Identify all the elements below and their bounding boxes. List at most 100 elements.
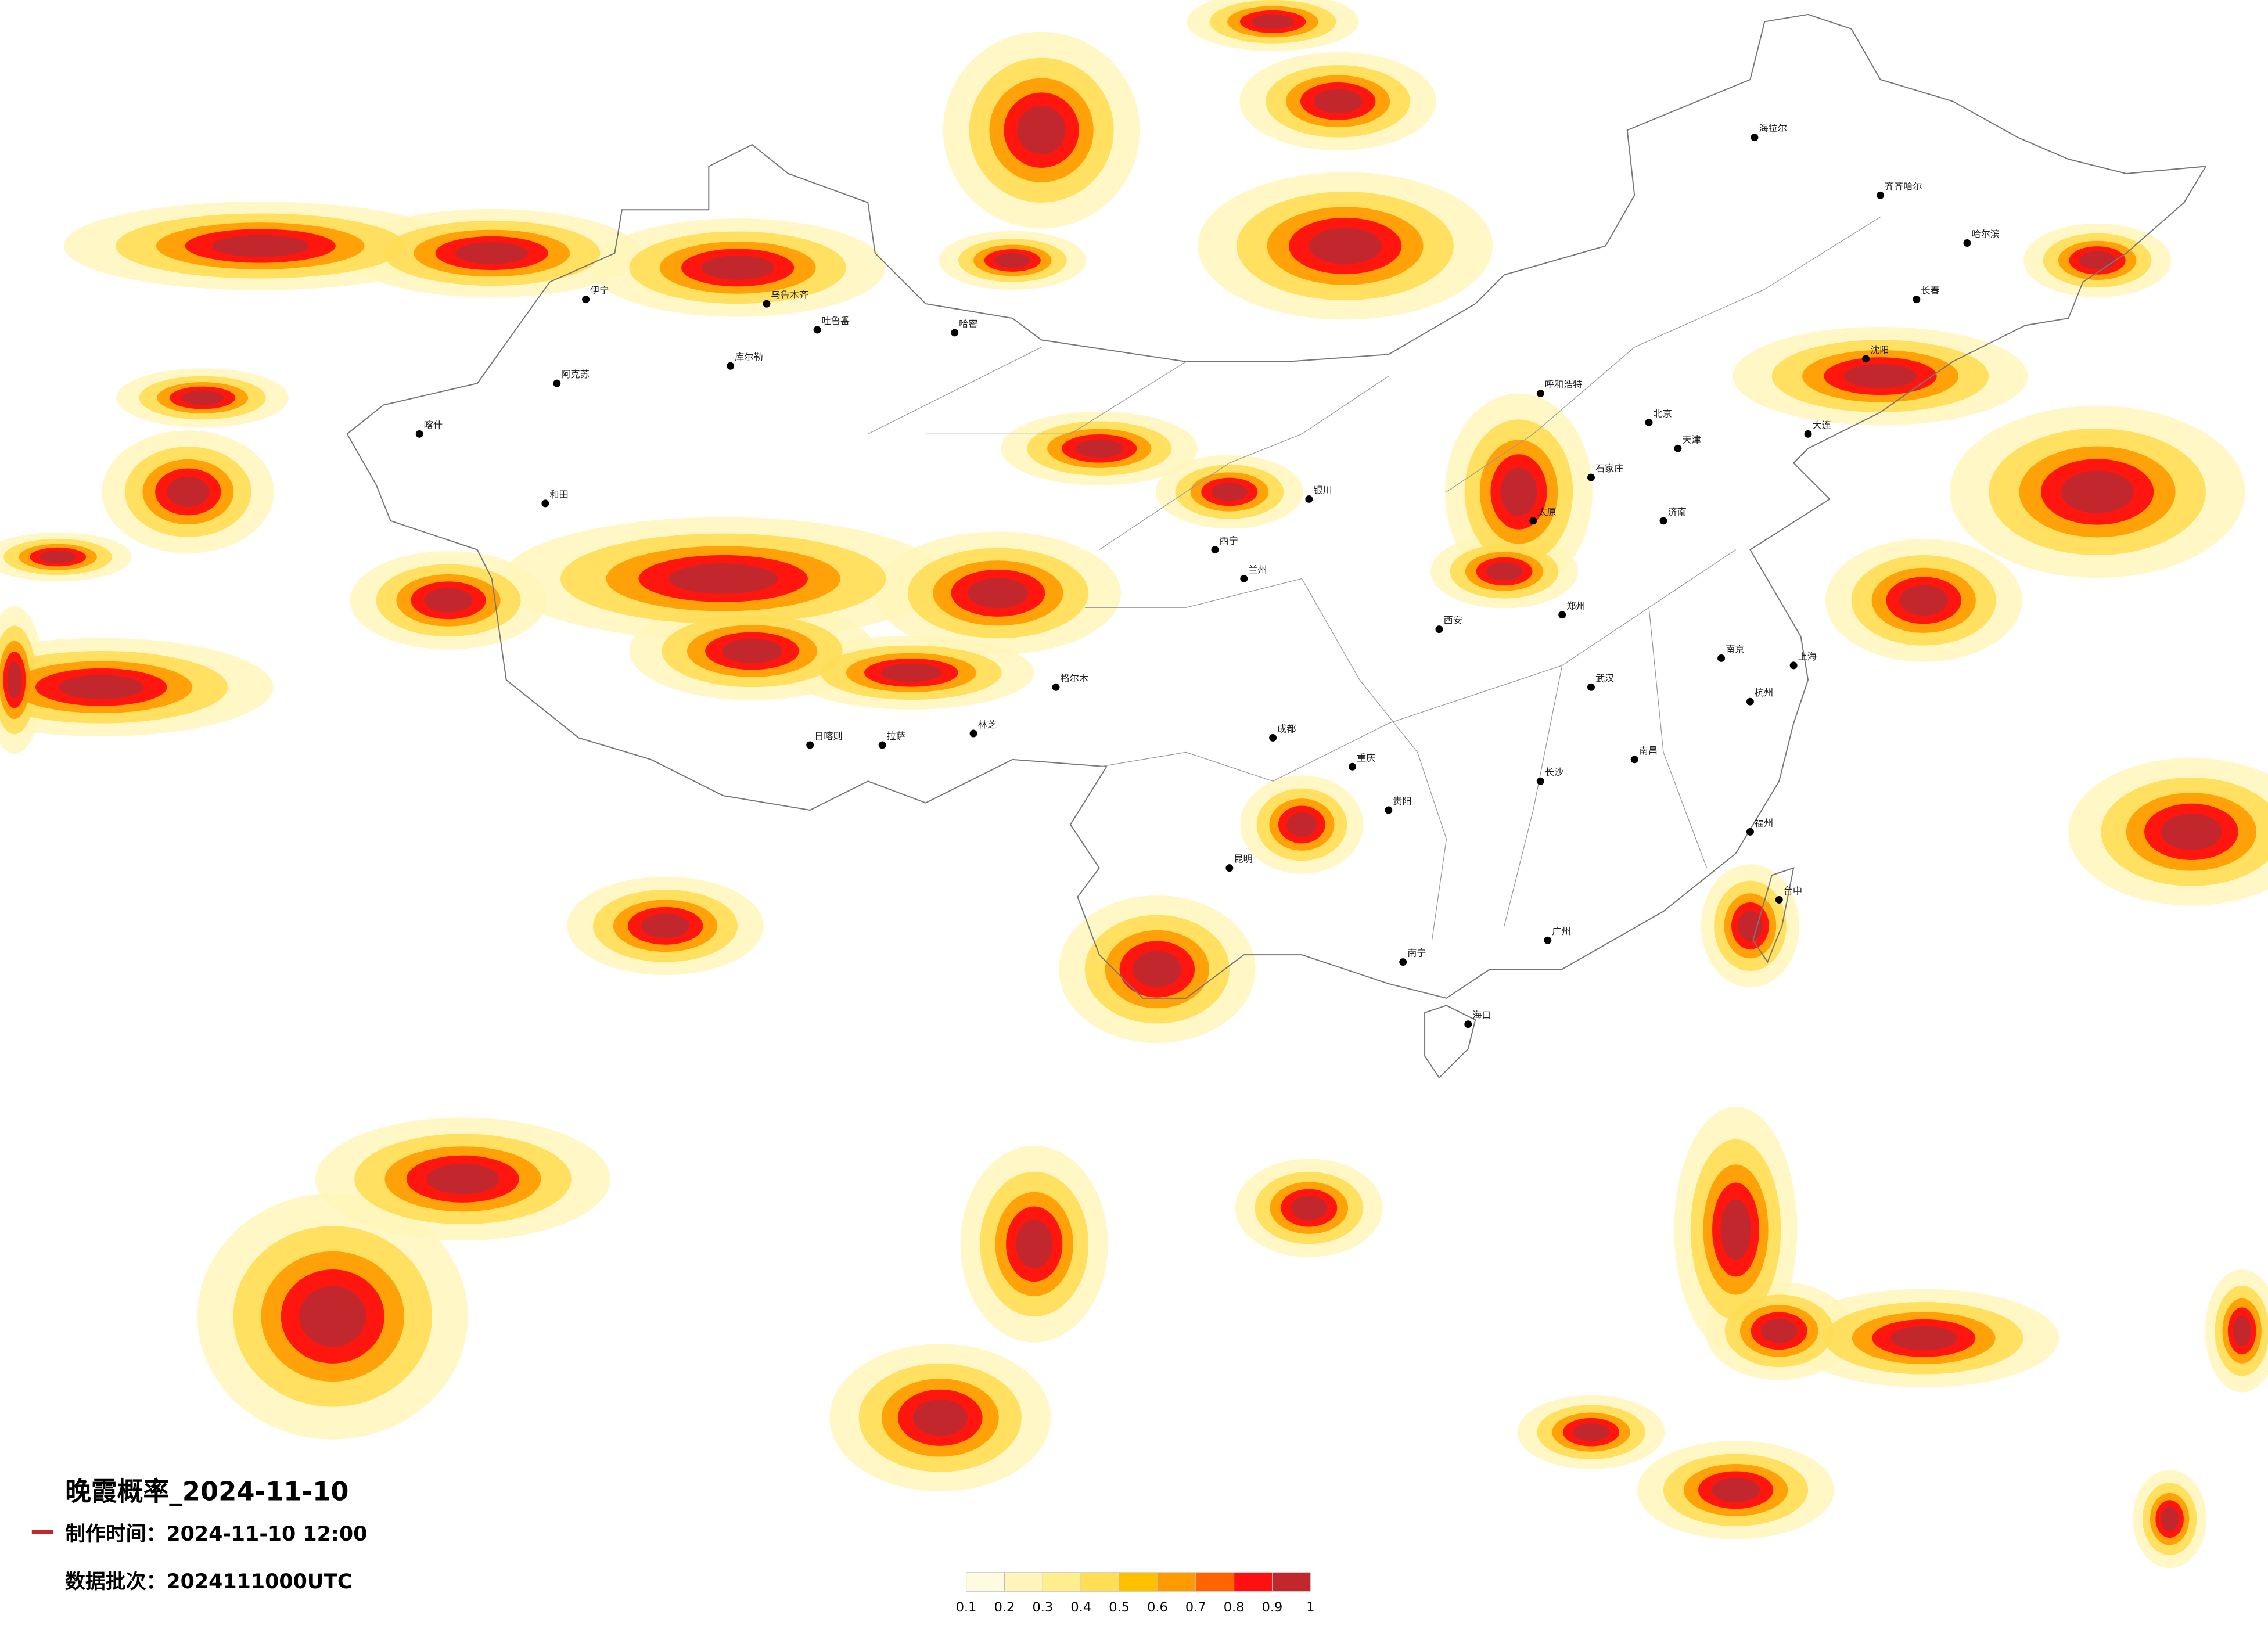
city-label: 海拉尔 bbox=[1759, 123, 1787, 134]
colorbar-tick-label: 0.7 bbox=[1185, 1600, 1206, 1615]
probability-area bbox=[1286, 812, 1317, 837]
city-dot bbox=[763, 300, 771, 308]
city-dot bbox=[1775, 895, 1783, 904]
city-dot bbox=[1464, 1020, 1472, 1028]
probability-area bbox=[968, 578, 1029, 609]
probability-area bbox=[1251, 14, 1295, 29]
city-label: 武汉 bbox=[1595, 672, 1614, 684]
city-dot bbox=[813, 326, 821, 334]
city-dot bbox=[1544, 936, 1552, 944]
city-dot bbox=[1225, 864, 1234, 872]
city-label: 兰州 bbox=[1248, 564, 1267, 575]
probability-area bbox=[701, 255, 774, 280]
probability-area bbox=[2233, 1315, 2251, 1346]
map-title: 晚霞概率_2024-11-10 bbox=[65, 1476, 348, 1506]
city-label: 昆明 bbox=[1234, 854, 1252, 865]
colorbar-swatch bbox=[1119, 1572, 1158, 1592]
probability-area bbox=[1016, 1220, 1053, 1269]
colorbar-swatch bbox=[1042, 1572, 1081, 1592]
city-label: 太原 bbox=[1537, 506, 1556, 517]
city-label: 重庆 bbox=[1357, 752, 1375, 763]
city-label: 郑州 bbox=[1566, 600, 1585, 611]
probability-area bbox=[880, 663, 942, 682]
colorbar-tick-label: 0.2 bbox=[994, 1600, 1015, 1615]
probability-area bbox=[1760, 1318, 1798, 1343]
city-label: 阿克苏 bbox=[561, 369, 590, 380]
city-dot bbox=[1630, 756, 1638, 764]
city-label: 哈密 bbox=[959, 318, 977, 329]
made-time: 制作时间：2024-11-10 12:00 bbox=[65, 1523, 367, 1546]
city-dot bbox=[1963, 239, 1971, 247]
colorbar: 0.1 0.2 0.3 0.4 0.5 0.6 0.7 0.8 0.9 1 bbox=[956, 1572, 1314, 1615]
colorbar-tick-label: 1 bbox=[1306, 1600, 1314, 1615]
city-label: 林芝 bbox=[978, 719, 997, 730]
city-dot bbox=[1558, 611, 1566, 619]
probability-area bbox=[1074, 439, 1124, 458]
city-dot bbox=[1751, 134, 1759, 142]
city-dot bbox=[1645, 418, 1653, 426]
probability-area bbox=[1573, 1423, 1609, 1441]
city-label: 喀什 bbox=[424, 419, 443, 430]
probability-area bbox=[59, 675, 144, 700]
probability-area bbox=[1899, 585, 1949, 616]
city-dot bbox=[1240, 574, 1248, 582]
city-dot bbox=[1587, 473, 1595, 481]
city-label: 福州 bbox=[1755, 817, 1773, 828]
city-label: 台中 bbox=[1784, 885, 1802, 896]
city-label: 海口 bbox=[1472, 1010, 1491, 1021]
city-label: 南昌 bbox=[1639, 745, 1658, 756]
city-label: 吐鲁番 bbox=[822, 315, 850, 326]
city-dot bbox=[1052, 683, 1060, 691]
city-label: 杭州 bbox=[1755, 687, 1773, 698]
colorbar-tick-label: 0.4 bbox=[1070, 1600, 1091, 1615]
city-dot bbox=[1349, 762, 1357, 771]
city-label: 呼和浩特 bbox=[1545, 379, 1583, 390]
probability-area bbox=[1738, 911, 1763, 941]
colorbar-swatch bbox=[966, 1572, 1005, 1592]
city-dot bbox=[1529, 517, 1537, 525]
city-label: 贵阳 bbox=[1393, 796, 1411, 807]
city-dot bbox=[1269, 733, 1277, 742]
city-label: 日喀则 bbox=[814, 731, 843, 742]
city-dot bbox=[1399, 958, 1407, 966]
province-borders bbox=[867, 217, 1881, 941]
city-dot bbox=[727, 362, 735, 370]
city-label: 乌鲁木齐 bbox=[771, 289, 808, 300]
city-label: 银川 bbox=[1313, 484, 1332, 495]
probability-area bbox=[424, 588, 473, 613]
city-label: 库尔勒 bbox=[735, 351, 763, 362]
city-label: 和田 bbox=[549, 489, 568, 500]
city-dot bbox=[1659, 517, 1667, 525]
city-dot bbox=[1587, 683, 1595, 691]
city-dot bbox=[1746, 697, 1754, 706]
city-label: 大连 bbox=[1813, 419, 1831, 430]
city-label: 石家庄 bbox=[1595, 463, 1624, 474]
probability-area bbox=[426, 1164, 499, 1195]
city-dot bbox=[806, 741, 814, 749]
probability-area bbox=[1486, 562, 1523, 581]
colorbar-tick-label: 0.9 bbox=[1262, 1600, 1283, 1615]
probability-area bbox=[994, 253, 1031, 268]
colorbar-swatch bbox=[1080, 1572, 1120, 1592]
city-label: 天津 bbox=[1682, 434, 1701, 445]
data-batch: 数据批次：2024111000UTC bbox=[65, 1570, 352, 1593]
city-dot bbox=[1536, 390, 1544, 398]
probability-area bbox=[1211, 483, 1248, 501]
probability-area bbox=[1017, 106, 1066, 155]
colorbar-tick-label: 0.8 bbox=[1224, 1600, 1245, 1615]
probability-area bbox=[299, 1286, 366, 1347]
city-dot bbox=[1211, 546, 1219, 554]
colorbar-swatch bbox=[1157, 1572, 1196, 1592]
probability-area bbox=[912, 1399, 968, 1436]
probability-area bbox=[1291, 1196, 1328, 1220]
probability-area bbox=[1309, 228, 1382, 264]
city-label: 哈尔滨 bbox=[1971, 229, 2000, 240]
city-dot bbox=[415, 430, 423, 438]
city-label: 成都 bbox=[1277, 723, 1296, 734]
probability-area bbox=[2061, 470, 2134, 513]
city-dot bbox=[878, 741, 886, 749]
city-dot bbox=[1804, 430, 1812, 438]
city-label: 长春 bbox=[1921, 285, 1939, 296]
city-label: 西宁 bbox=[1219, 535, 1238, 546]
